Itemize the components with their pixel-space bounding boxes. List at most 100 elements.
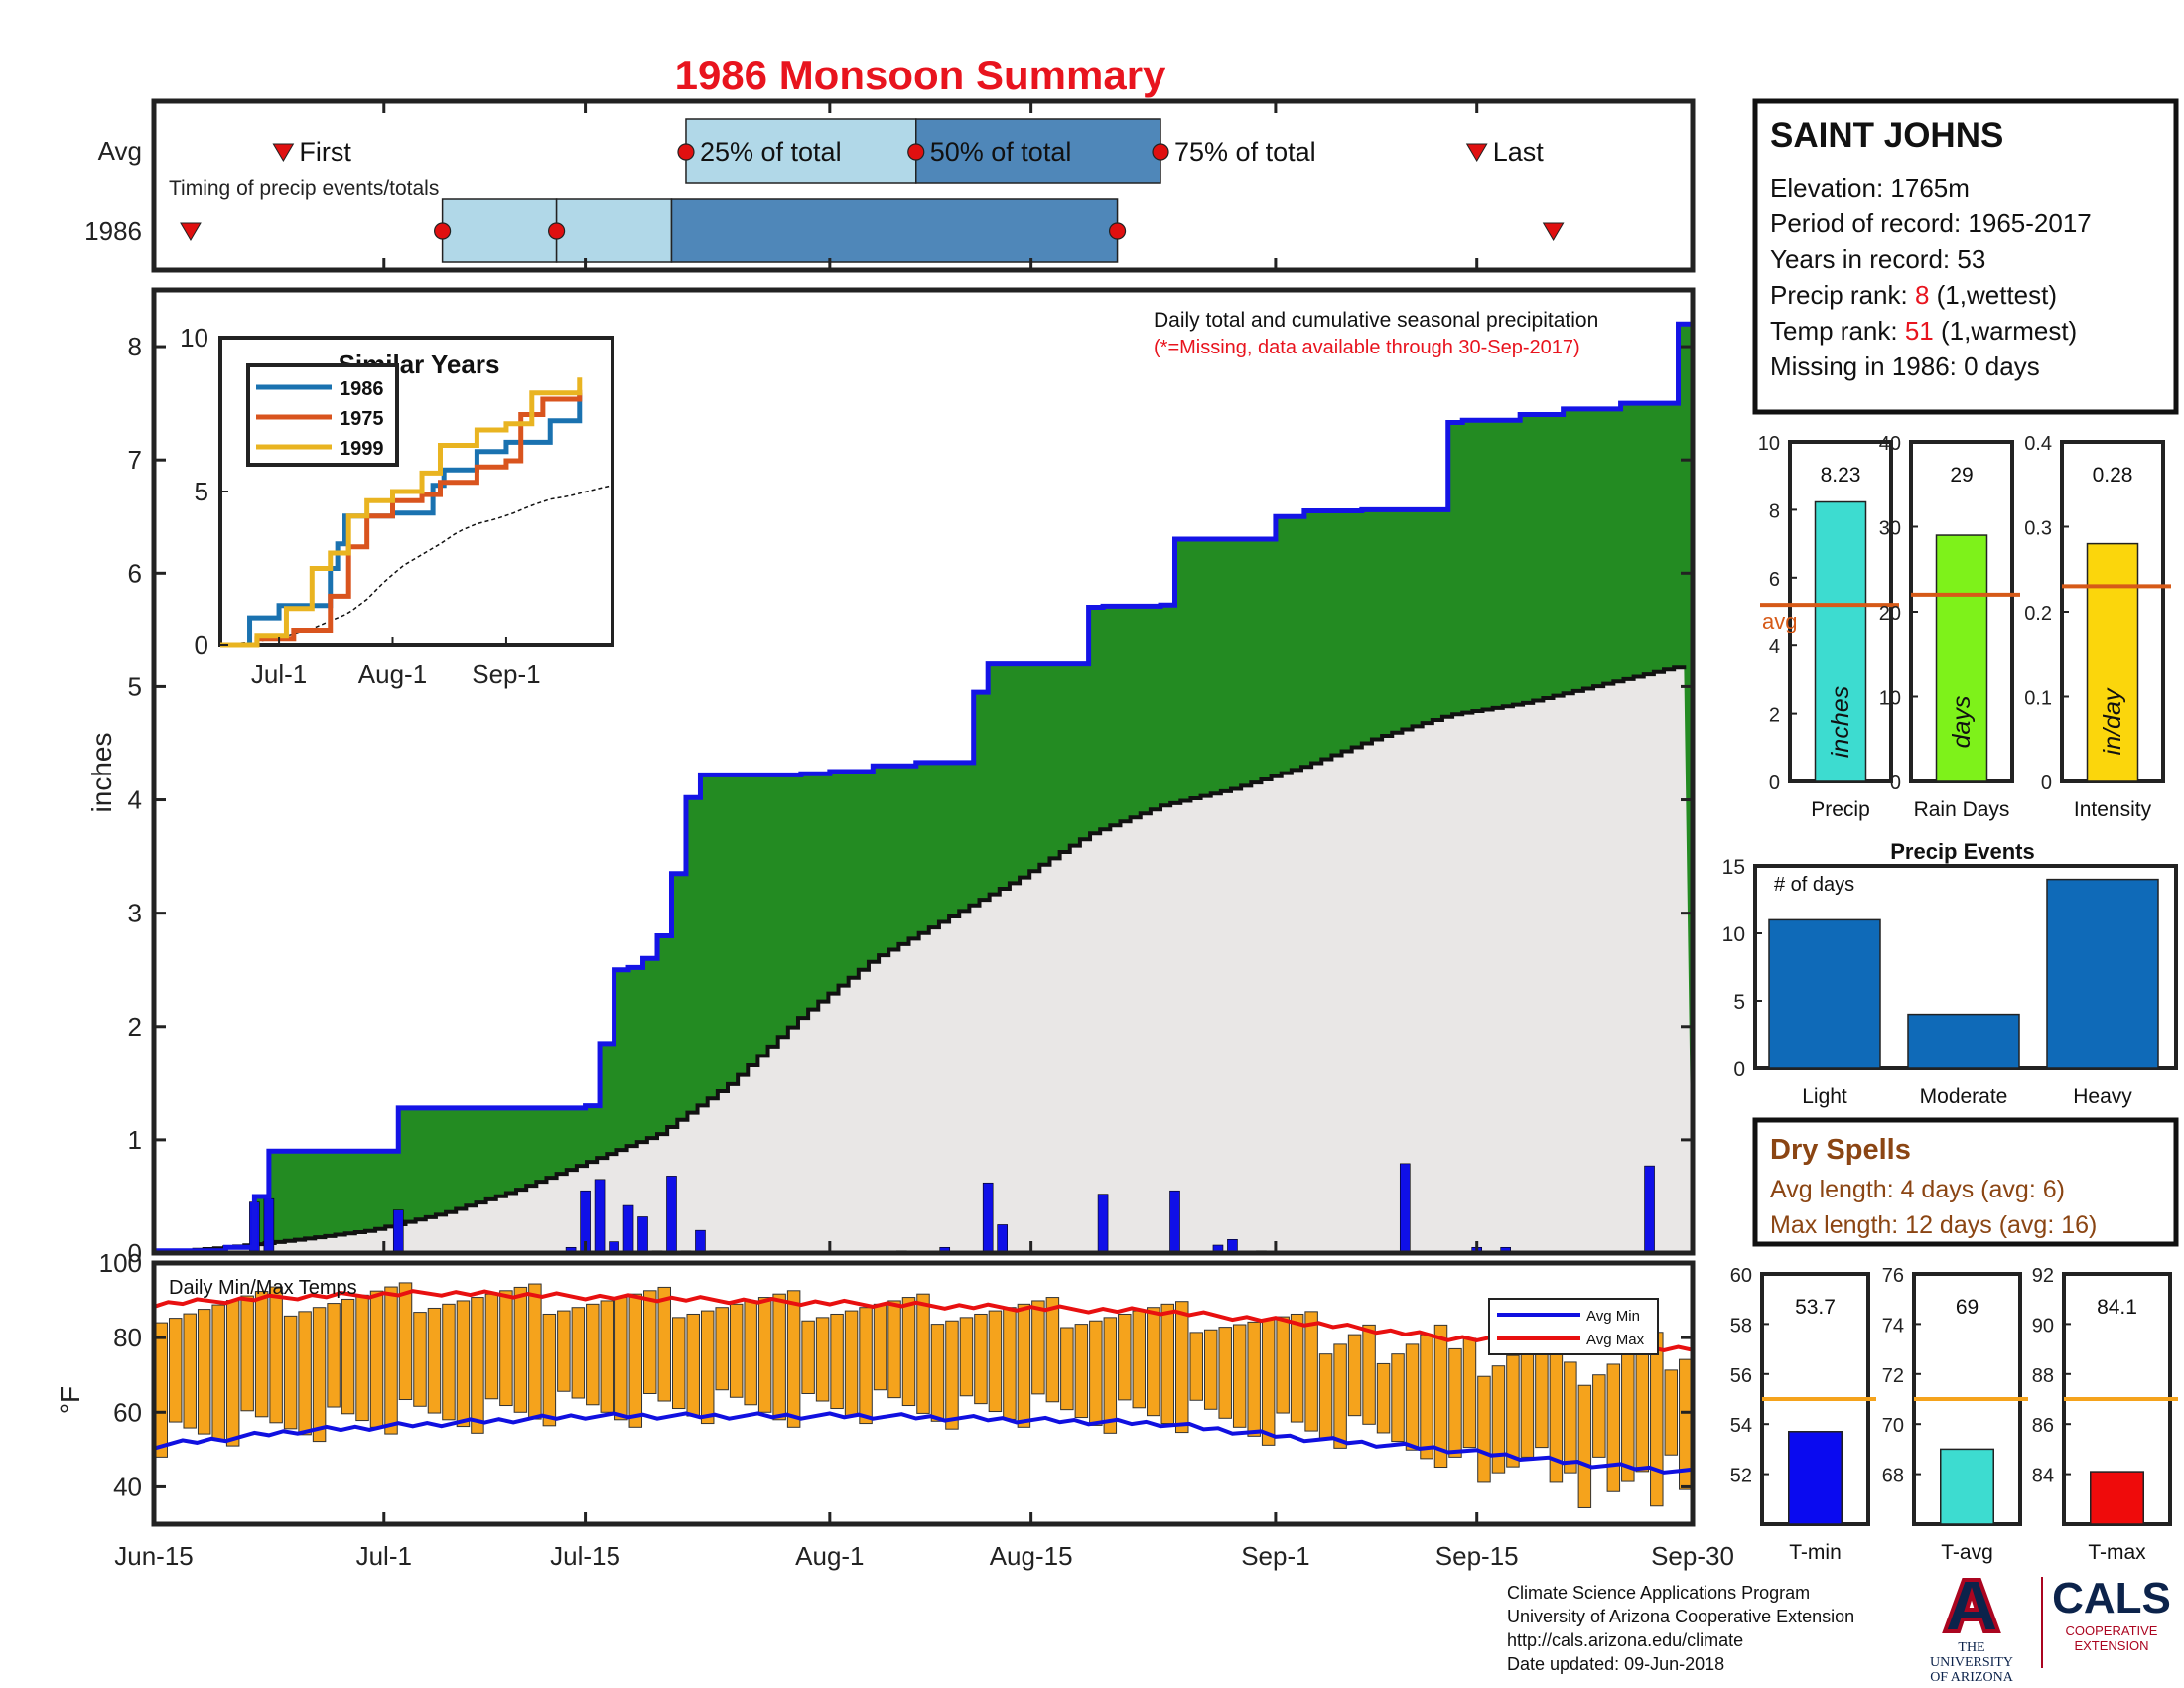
avg-75-marker <box>1152 143 1169 161</box>
daily-temp-bar <box>1347 1334 1362 1417</box>
station-name: SAINT JOHNS <box>1770 116 2003 155</box>
daily-temp-bar <box>600 1300 614 1413</box>
daily-temp-bar <box>1304 1311 1318 1432</box>
daily-temp-bar <box>686 1313 700 1417</box>
avg-75-label: 75% of total <box>1174 137 1316 167</box>
precip-ytick-label: 7 <box>128 445 142 475</box>
temp-xtick-label: Jul-1 <box>356 1541 412 1571</box>
precip-events-title: Precip Events <box>1890 839 2035 864</box>
daily-temp-bar <box>456 1300 471 1428</box>
year-timing-box-25-50 <box>555 198 673 263</box>
temp-ylabel: °F <box>55 1386 85 1414</box>
timing-caption: Timing of precip events/totals <box>169 177 439 200</box>
station-info-box: SAINT JOHNS Elevation: 1765m Period of r… <box>1752 98 2179 415</box>
temp-summary-t-avg-ytick-label: 72 <box>1882 1365 1904 1387</box>
daily-temp-bar <box>1650 1332 1664 1507</box>
footer-line-2: University of Arizona Cooperative Extens… <box>1507 1607 1855 1626</box>
timing-panel: Avg 1986 Timing of precip events/totals … <box>84 98 1696 273</box>
summary-intensity-value-text: 0.28 <box>2093 464 2133 487</box>
temp-plot-frame <box>151 1260 1696 1527</box>
cals-sub-1: COOPERATIVE <box>2065 1623 2158 1638</box>
daily-temp-bar <box>471 1297 484 1434</box>
temp-summary-t-max-ytick-label: 92 <box>2032 1265 2054 1287</box>
cals-wordmark: CALS <box>2052 1574 2171 1622</box>
temp-caption: Daily Min/Max Temps <box>169 1277 357 1299</box>
temp-xtick-label: Sep-15 <box>1435 1541 1519 1571</box>
daily-temp-bar <box>1218 1327 1232 1419</box>
daily-temp-bar <box>1247 1321 1261 1437</box>
summary-intensity-label: Intensity <box>2074 798 2152 821</box>
daily-precip-bar <box>982 1182 994 1254</box>
daily-temp-bar <box>269 1286 283 1424</box>
daily-temp-bar <box>542 1313 557 1427</box>
legend-avg-min-label: Avg Min <box>1586 1308 1640 1325</box>
station-precip-rank: Precip rank: 8 (1,wettest) <box>1770 280 2057 310</box>
daily-temp-bar <box>1232 1324 1247 1428</box>
timing-year-label: 1986 <box>84 216 142 246</box>
daily-temp-bar <box>729 1303 744 1398</box>
footer-line-1: Climate Science Applications Program <box>1507 1583 1811 1603</box>
precip-ytick-label: 5 <box>128 671 142 701</box>
daily-temp-bar <box>1189 1332 1203 1401</box>
daily-temp-bar <box>859 1307 873 1425</box>
precip-event-label-light: Light <box>1802 1085 1847 1108</box>
daily-temp-bar <box>1045 1297 1060 1403</box>
avg-min-temp-line <box>153 1411 1694 1475</box>
daily-temp-bar <box>1017 1303 1031 1428</box>
daily-temp-bar <box>1175 1301 1189 1434</box>
daily-temp-bar <box>844 1310 859 1417</box>
temp-ytick-label: 40 <box>113 1472 142 1501</box>
temp-summary-t-min-ytick-label: 52 <box>1730 1466 1752 1487</box>
daily-temp-bar <box>1664 1369 1679 1456</box>
daily-temp-bar <box>887 1300 901 1399</box>
summary-precip-unit: inches <box>1827 686 1854 758</box>
inset-xtick-label: Sep-1 <box>472 659 540 689</box>
year-last-marker <box>1542 222 1565 241</box>
daily-temp-bar <box>154 1322 168 1458</box>
daily-temp-bar <box>1520 1344 1535 1458</box>
inset-ytick-label: 10 <box>180 323 208 352</box>
daily-temp-bar <box>1606 1363 1621 1492</box>
temp-summary-t-avg-ytick-label: 68 <box>1882 1466 1904 1487</box>
station-period: Period of record: 1965-2017 <box>1770 209 2092 238</box>
station-years: Years in record: 53 <box>1770 244 1985 274</box>
daily-temp-bar <box>657 1286 671 1402</box>
temp-summary-t-min-ytick-label: 56 <box>1730 1365 1752 1387</box>
temp-legend-box <box>1488 1298 1659 1355</box>
daily-temp-bar <box>413 1312 427 1407</box>
daily-temp-bar <box>757 1297 772 1413</box>
daily-temp-bar <box>225 1300 240 1447</box>
precip-ytick-label: 4 <box>128 785 142 815</box>
avg-50-marker <box>907 143 925 161</box>
daily-temp-bar <box>945 1320 959 1430</box>
cals-sub-2: EXTENSION <box>2074 1638 2149 1653</box>
precip-missing-note: (*=Missing, data available through 30-Se… <box>1154 337 1580 358</box>
temp-summary-t-max-value-bar <box>2090 1471 2144 1525</box>
temp-summary-t-avg-ytick-label: 74 <box>1882 1315 1904 1336</box>
summary-precip-ytick-label: 6 <box>1769 569 1780 591</box>
daily-temp-bar <box>1433 1324 1448 1469</box>
daily-temp-bar <box>1089 1320 1103 1426</box>
summary-precip-ytick-label: 0 <box>1769 773 1780 794</box>
daily-temp-bar <box>1003 1307 1017 1420</box>
temp-summary-t-max-label: T-max <box>2088 1541 2146 1564</box>
daily-temp-bar <box>1621 1352 1635 1482</box>
daily-temp-bar <box>1147 1307 1160 1417</box>
inset-legend-label: 1986 <box>340 378 384 400</box>
daily-temp-bar <box>1405 1343 1420 1451</box>
daily-temp-bar <box>427 1307 442 1414</box>
daily-temp-bar <box>1261 1319 1276 1446</box>
temp-summary-t-max-ytick-label: 90 <box>2032 1315 2054 1336</box>
footer-date: Date updated: 09-Jun-2018 <box>1507 1654 1725 1674</box>
summary-intensity-ytick-label: 0 <box>2041 773 2052 794</box>
daily-temp-bar <box>1103 1317 1118 1434</box>
timing-avg-label: Avg <box>98 136 142 166</box>
precip-event-bar-moderate <box>1907 1013 2020 1069</box>
precip-rank-suffix: (1,wettest) <box>1929 280 2057 310</box>
daily-temp-bar <box>1462 1337 1477 1449</box>
daily-temp-bar <box>1420 1334 1433 1460</box>
daily-temp-bar <box>1318 1353 1333 1441</box>
legend-avg-max-label: Avg Max <box>1586 1332 1645 1348</box>
inset-ytick-label: 5 <box>195 477 208 506</box>
